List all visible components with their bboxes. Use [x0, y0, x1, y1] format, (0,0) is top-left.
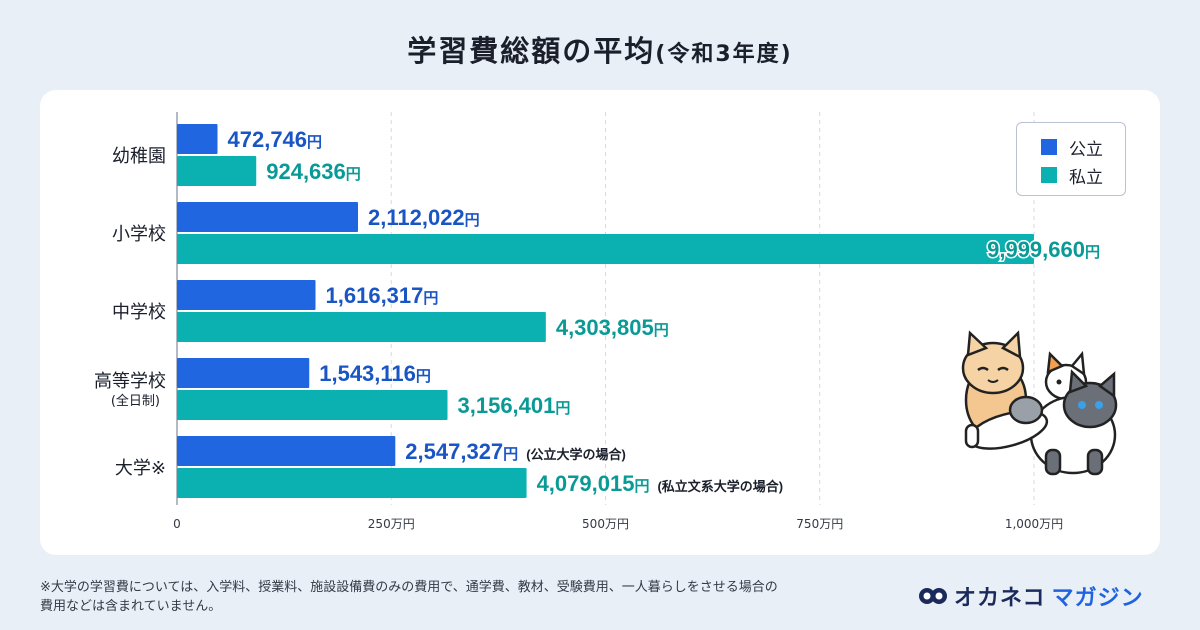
category-sublabel: (全日制) [111, 393, 160, 409]
legend-item-public: 公立 [1041, 133, 1125, 161]
cat-siamese-icon [1029, 369, 1118, 476]
data-label: 2,547,327円 (公立大学の場合) [405, 439, 626, 464]
bar-private [177, 468, 527, 498]
category-label: 幼稚園 [112, 146, 166, 167]
bar-public [177, 124, 218, 154]
data-label: 2,112,022円 [368, 205, 480, 230]
brand-logo: オカネコ マガジン [918, 580, 1144, 612]
cat-gray-icon [964, 395, 1049, 450]
legend-label-public: 公立 [1069, 139, 1103, 160]
category-label: 大学※ [115, 458, 166, 479]
legend-swatch-private [1041, 167, 1057, 183]
category-label: 小学校 [112, 224, 166, 245]
footnote: ※大学の学習費については、入学料、授業料、施設設備費のみの費用で、通学費、教材、… [40, 578, 860, 616]
legend-swatch-public [1041, 139, 1057, 155]
data-label: 1,543,116円 [319, 361, 431, 386]
x-tick-label: 250万円 [368, 517, 415, 531]
data-label: 4,303,805円 [556, 315, 669, 340]
data-label: 1,616,317円 [326, 283, 439, 308]
brand-name-part1: オカネコ [954, 586, 1046, 611]
category-label: 高等学校 [94, 371, 166, 392]
data-label: 924,636円 [266, 159, 361, 184]
bar-private [177, 312, 546, 342]
bar-private [177, 234, 1034, 264]
legend-item-private: 私立 [1041, 161, 1125, 189]
bar-public [177, 202, 359, 232]
chart-title-main: 学習費総額の平均 [407, 34, 656, 68]
data-label: 3,156,401円 [458, 393, 571, 418]
bar-public [177, 358, 310, 388]
footnote-line-1: ※大学の学習費については、入学料、授業料、施設設備費のみの費用で、通学費、教材、… [40, 580, 778, 595]
x-tick-label: 0 [173, 517, 181, 531]
bar-public [177, 436, 396, 466]
data-label: 472,746円 [228, 127, 323, 152]
brand-name-part2: マガジン [1051, 586, 1144, 611]
x-tick-label: 750万円 [796, 517, 843, 531]
legend: 公立 私立 [1016, 122, 1126, 196]
bar-private [177, 390, 448, 420]
x-tick-label: 500万円 [582, 517, 629, 531]
bar-private [177, 156, 257, 186]
chart-title-sub: (令和3年度) [655, 42, 793, 67]
legend-label-private: 私立 [1069, 167, 1103, 188]
data-label: 4,079,015円 (私立文系大学の場合) [537, 471, 784, 496]
brand-cat-face-icon [919, 588, 947, 604]
chart-title: 学習費総額の平均(令和3年度) [0, 28, 1200, 70]
cat-mascot-illustration [961, 330, 1118, 476]
bar-public [177, 280, 316, 310]
footnote-line-2: 費用などは含まれていません。 [40, 599, 222, 614]
x-tick-label: 1,000万円 [1005, 517, 1063, 531]
category-label: 中学校 [112, 302, 166, 323]
data-label: 9,999,660円 [987, 237, 1100, 262]
